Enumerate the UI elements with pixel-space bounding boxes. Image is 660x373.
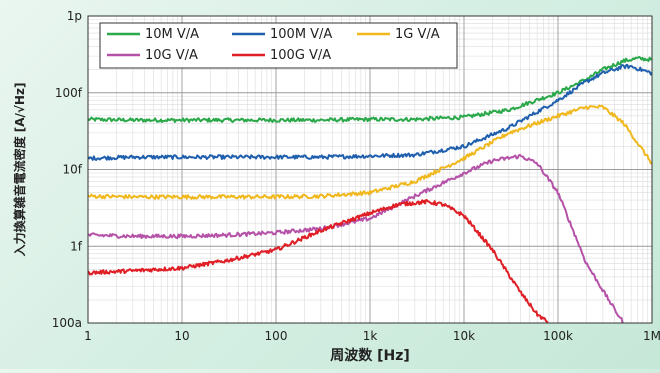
y-tick-label: 10f (63, 163, 83, 177)
y-tick-label: 1p (67, 9, 82, 23)
x-tick-label: 100k (543, 329, 573, 343)
legend-label: 1G V/A (395, 27, 440, 42)
x-tick-label: 1 (84, 329, 92, 343)
x-tick-label: 1M (643, 329, 660, 343)
series-line-2 (88, 63, 652, 161)
x-axis-ticks: 1 10 100 1k 10k 100k 1M (84, 329, 660, 343)
x-axis-label: 周波数 [Hz] (330, 347, 410, 364)
legend-label: 100G V/A (270, 48, 331, 63)
x-tick-label: 10 (174, 329, 189, 343)
legend-label: 100M V/A (270, 27, 332, 42)
y-axis-ticks: 100a 1f 10f 100f 1p (52, 9, 83, 330)
legend-label: 10M V/A (145, 27, 199, 42)
x-tick-label: 100 (265, 329, 288, 343)
y-tick-label: 100a (52, 316, 82, 330)
plot-frame (87, 15, 653, 324)
y-tick-label: 100f (55, 86, 83, 100)
series-line-1 (88, 55, 652, 123)
y-tick-label: 1f (70, 239, 83, 253)
series-line-3 (88, 104, 652, 200)
y-axis-label: 入力換算雑音電流密度 [A/√Hz] (12, 83, 27, 257)
series-line-4 (88, 153, 625, 323)
legend-label: 10G V/A (145, 48, 198, 63)
x-tick-label: 1k (363, 329, 378, 343)
series-layer (88, 55, 652, 323)
legend-box (99, 22, 458, 69)
legend: 10M V/A 100M V/A 1G V/A 10G V/A 100G V/A (99, 22, 458, 69)
series-line-5 (88, 199, 550, 323)
x-tick-label: 10k (453, 329, 475, 343)
